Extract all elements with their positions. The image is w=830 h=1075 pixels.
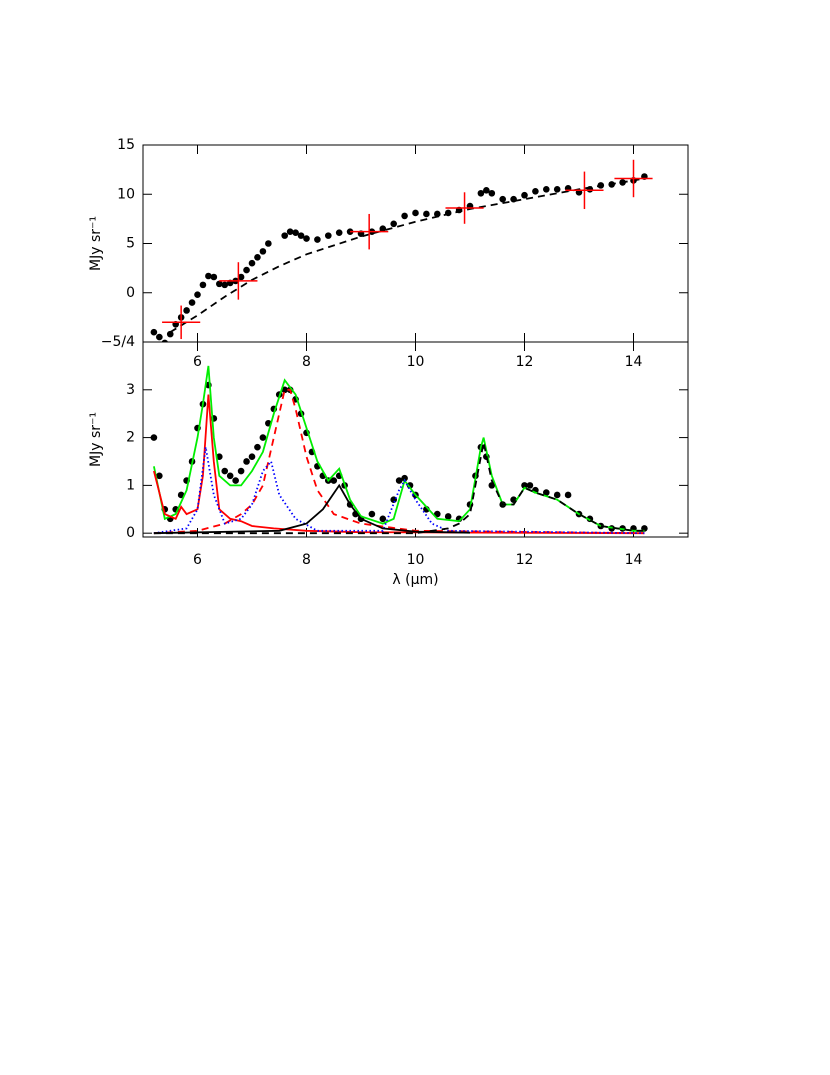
data-point bbox=[166, 330, 174, 338]
data-point bbox=[564, 491, 572, 499]
data-point bbox=[259, 434, 267, 441]
data-point bbox=[259, 248, 267, 255]
series-line bbox=[153, 388, 645, 535]
data-point bbox=[150, 328, 158, 336]
y-axis-label: MJy sr⁻¹ bbox=[88, 412, 104, 467]
x-tick-label: 8 bbox=[302, 552, 311, 568]
x-tick-label: 10 bbox=[407, 354, 425, 370]
data-point bbox=[379, 515, 387, 523]
data-point bbox=[483, 187, 490, 194]
x-tick-label: 12 bbox=[516, 552, 534, 568]
y-tick-label: 10 bbox=[117, 186, 135, 202]
data-point bbox=[188, 299, 196, 306]
axes-frame bbox=[142, 341, 689, 538]
data-point bbox=[499, 195, 507, 203]
data-point bbox=[194, 291, 201, 299]
data-point bbox=[543, 186, 550, 193]
x-tick-label: 6 bbox=[193, 552, 202, 568]
data-point bbox=[248, 453, 256, 461]
data-point bbox=[161, 339, 168, 342]
data-point bbox=[325, 232, 332, 239]
y-tick-label: 1 bbox=[126, 477, 135, 493]
data-point bbox=[368, 510, 376, 518]
data-point bbox=[423, 210, 430, 218]
x-tick-label: 10 bbox=[407, 552, 425, 568]
y-tick-label: 5 bbox=[126, 236, 135, 252]
data-point bbox=[330, 477, 338, 484]
data-point bbox=[401, 474, 408, 482]
data-point bbox=[553, 491, 561, 499]
y-tick-label: 0 bbox=[126, 525, 135, 541]
data-point bbox=[553, 186, 561, 193]
data-point bbox=[444, 513, 452, 520]
data-point bbox=[221, 467, 229, 475]
data-point bbox=[434, 210, 441, 218]
data-point bbox=[390, 220, 398, 228]
y-tick-label: −5/4 bbox=[101, 334, 135, 350]
data-point bbox=[543, 489, 550, 496]
series-line bbox=[153, 483, 471, 535]
data-point bbox=[297, 232, 305, 239]
data-point bbox=[401, 212, 408, 220]
data-point bbox=[248, 259, 256, 267]
data-point bbox=[237, 467, 245, 475]
plot-area bbox=[150, 159, 653, 342]
data-point bbox=[183, 307, 190, 314]
x-axis-label: λ (μm) bbox=[392, 572, 438, 588]
series-line bbox=[153, 365, 645, 532]
data-point bbox=[156, 472, 163, 480]
data-point bbox=[221, 281, 229, 289]
data-point bbox=[526, 482, 534, 489]
data-point bbox=[254, 443, 261, 451]
series-line bbox=[153, 446, 645, 535]
y-axis-label: MJy sr⁻¹ bbox=[88, 216, 104, 271]
data-point bbox=[314, 236, 321, 243]
data-point bbox=[395, 477, 403, 484]
data-point bbox=[216, 280, 223, 288]
data-point bbox=[205, 272, 212, 280]
x-tick-label: 8 bbox=[302, 354, 311, 370]
x-tick-label: 14 bbox=[625, 354, 643, 370]
y-tick-label: 2 bbox=[126, 430, 135, 446]
data-point bbox=[303, 235, 310, 242]
data-point bbox=[292, 229, 299, 236]
y-tick-label: 15 bbox=[117, 137, 135, 153]
data-point bbox=[286, 228, 294, 235]
data-point bbox=[226, 472, 234, 480]
data-point bbox=[521, 482, 528, 489]
data-point bbox=[254, 253, 261, 261]
axes-frame bbox=[142, 144, 689, 343]
series-line bbox=[153, 442, 645, 535]
plot-area bbox=[150, 365, 648, 535]
y-tick-label: 3 bbox=[126, 382, 135, 398]
data-point bbox=[532, 187, 539, 195]
data-point bbox=[243, 458, 250, 465]
y-tick-label: 0 bbox=[126, 285, 135, 301]
data-point bbox=[521, 191, 528, 199]
data-point bbox=[379, 225, 387, 233]
data-point bbox=[199, 281, 207, 289]
series-line bbox=[169, 177, 645, 333]
data-point bbox=[232, 477, 239, 484]
data-point bbox=[477, 189, 485, 197]
data-point bbox=[210, 273, 218, 281]
data-point bbox=[237, 273, 245, 281]
data-point bbox=[265, 240, 272, 247]
data-point bbox=[335, 229, 343, 236]
data-point bbox=[243, 266, 250, 274]
x-tick-label: 6 bbox=[193, 354, 202, 370]
data-point bbox=[281, 232, 289, 239]
x-tick-label: 14 bbox=[625, 552, 643, 568]
series-line bbox=[153, 394, 645, 535]
data-point bbox=[156, 333, 163, 341]
data-point bbox=[412, 209, 419, 217]
data-point bbox=[150, 434, 158, 441]
data-point bbox=[488, 189, 496, 197]
x-tick-label: 12 bbox=[516, 354, 534, 370]
